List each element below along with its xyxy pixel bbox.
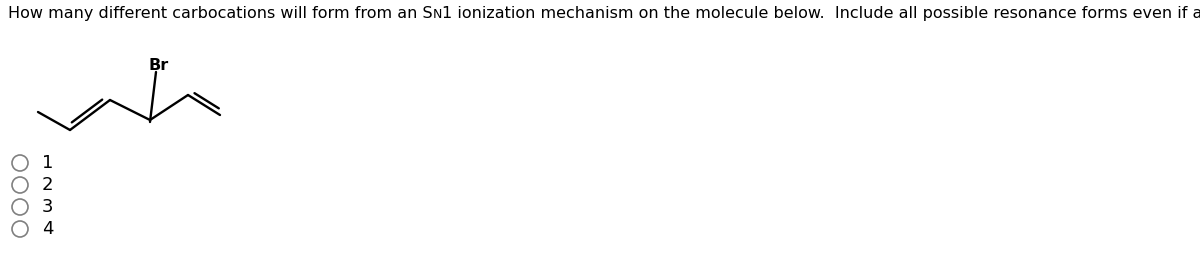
Text: How many different carbocations will form from an S: How many different carbocations will for…: [8, 6, 433, 21]
Text: Br: Br: [148, 58, 168, 73]
Text: 2: 2: [42, 176, 54, 194]
Text: 4: 4: [42, 220, 54, 238]
Text: N: N: [433, 9, 442, 22]
Text: 1 ionization mechanism on the molecule below.  Include all possible resonance fo: 1 ionization mechanism on the molecule b…: [442, 6, 1200, 21]
Text: 1: 1: [42, 154, 53, 172]
Text: 3: 3: [42, 198, 54, 216]
